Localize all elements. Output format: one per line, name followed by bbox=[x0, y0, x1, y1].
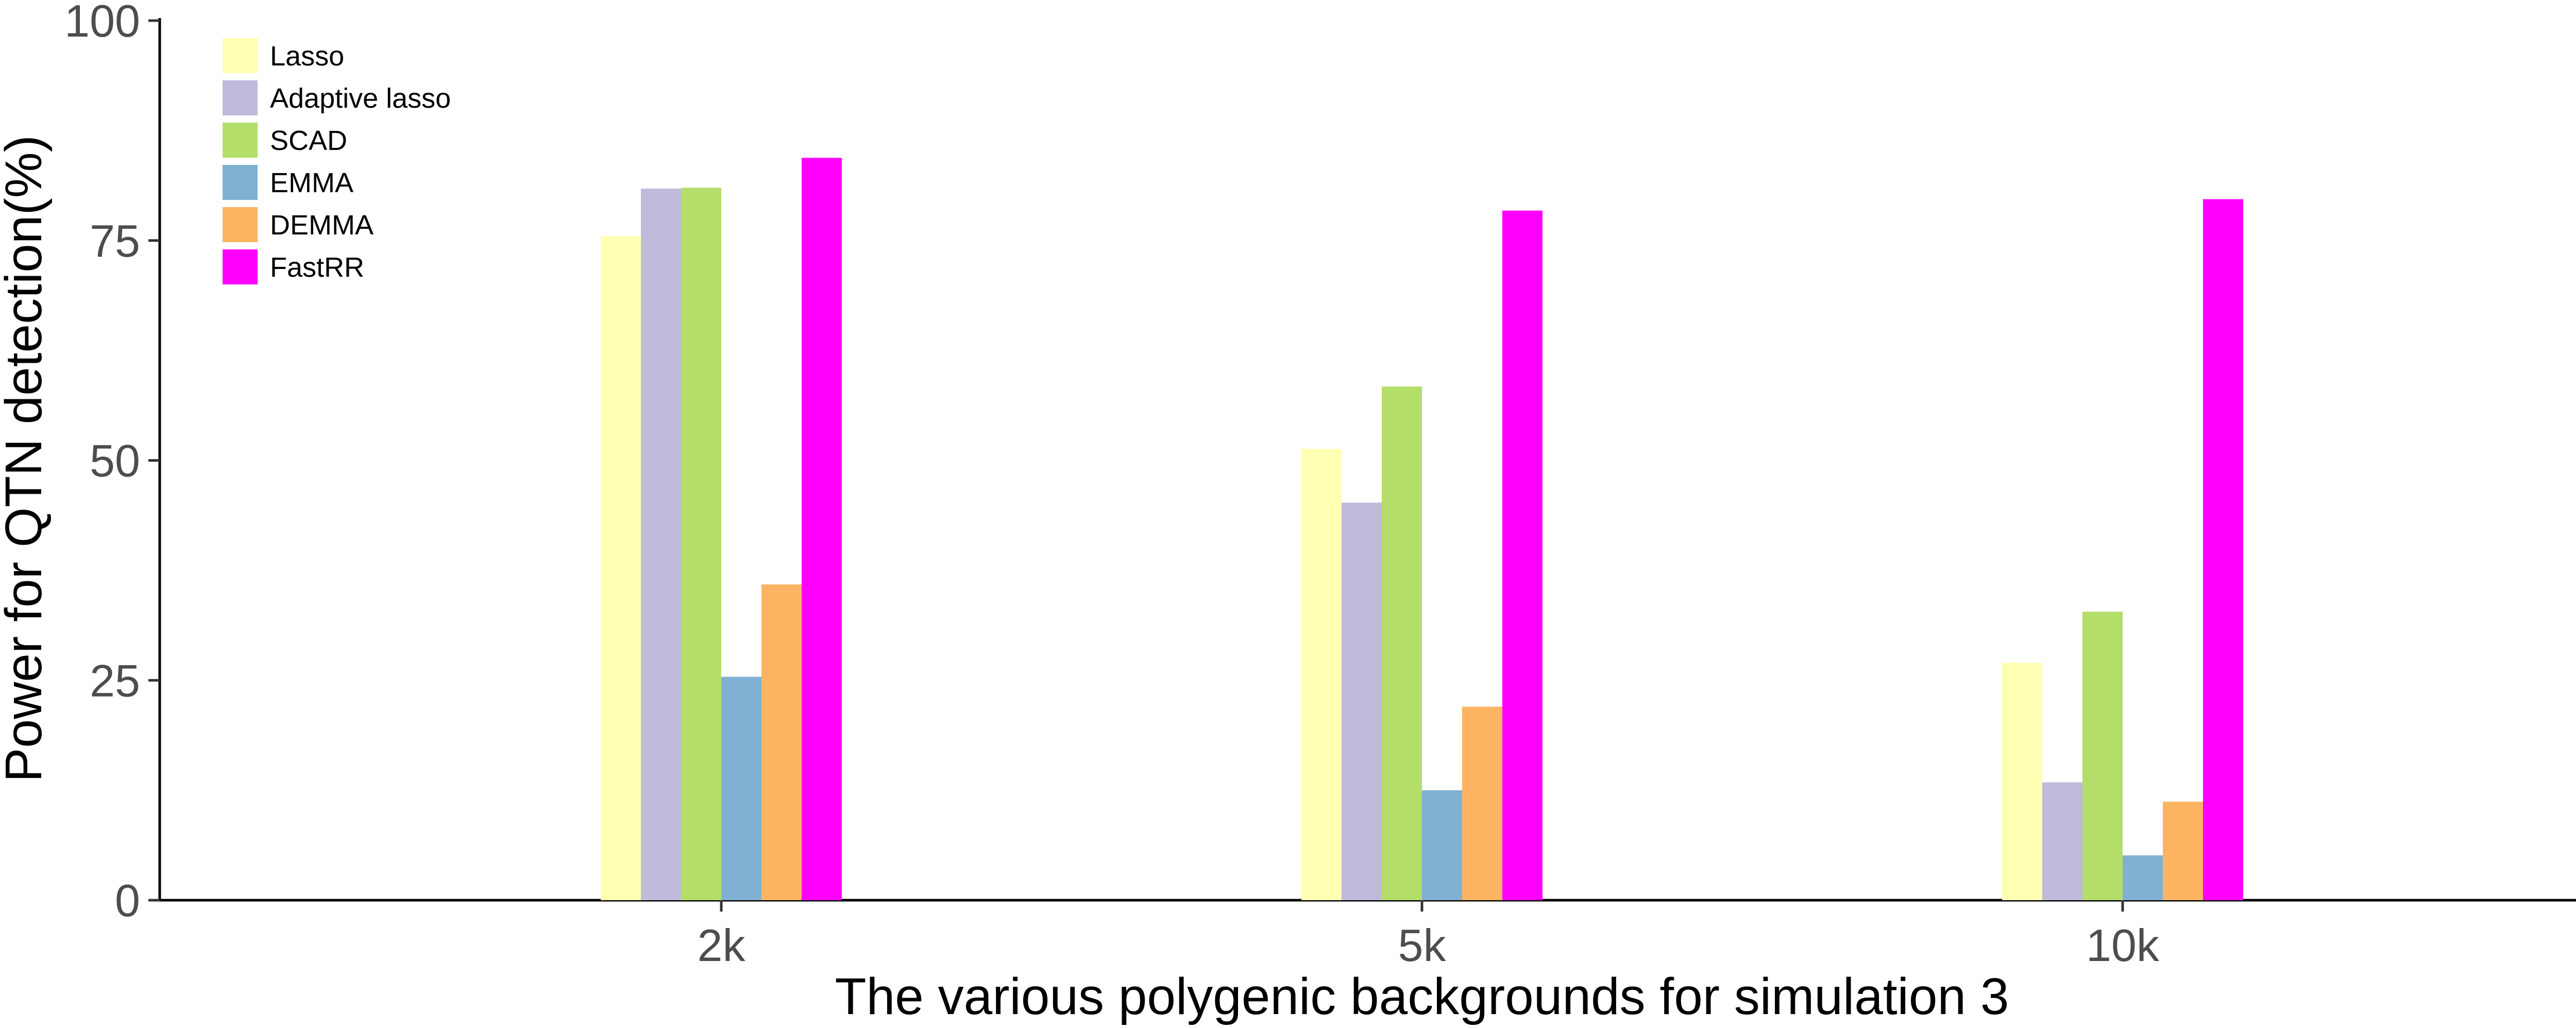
legend-label: EMMA bbox=[270, 167, 353, 198]
x-tick-label: 2k bbox=[698, 920, 746, 971]
legend-swatch bbox=[223, 165, 258, 200]
bar bbox=[802, 158, 842, 900]
bar bbox=[681, 188, 721, 901]
bar bbox=[2123, 855, 2163, 900]
y-tick-label: 0 bbox=[115, 875, 140, 926]
bar bbox=[1462, 706, 1502, 900]
bar bbox=[2163, 801, 2203, 900]
y-tick-label: 75 bbox=[90, 215, 140, 266]
y-axis: 0 25 50 75 100 bbox=[64, 0, 161, 926]
bar bbox=[2203, 199, 2243, 900]
y-tick-label: 25 bbox=[90, 655, 140, 706]
x-axis-title: The various polygenic backgrounds for si… bbox=[835, 968, 2009, 1025]
bar bbox=[2042, 782, 2082, 900]
legend-label: SCAD bbox=[270, 125, 347, 156]
y-tick-label: 100 bbox=[64, 0, 140, 46]
bar bbox=[1301, 449, 1342, 900]
x-tick-label: 10k bbox=[2086, 920, 2160, 971]
bar bbox=[1342, 502, 1382, 900]
legend-label: DEMMA bbox=[270, 210, 374, 241]
legend-swatch bbox=[223, 123, 258, 158]
legend-label: Lasso bbox=[270, 41, 344, 72]
x-axis: 2k 5k 10k bbox=[160, 899, 2576, 971]
bar bbox=[761, 584, 802, 900]
legend-swatch bbox=[223, 249, 258, 284]
bar bbox=[721, 677, 761, 900]
y-tick-label: 50 bbox=[90, 435, 140, 486]
bar bbox=[1502, 210, 1543, 900]
bar bbox=[1422, 790, 1462, 900]
bars bbox=[601, 158, 2243, 901]
legend-swatch bbox=[223, 38, 258, 73]
bar bbox=[601, 236, 641, 901]
bar bbox=[641, 189, 681, 900]
legend-label: FastRR bbox=[270, 252, 364, 283]
legend-swatch bbox=[223, 80, 258, 115]
bar bbox=[1382, 386, 1422, 900]
x-tick-label: 5k bbox=[1398, 920, 1447, 971]
legend: Lasso Adaptive lasso SCAD EMMA DEMMA FastRR bbox=[223, 38, 451, 284]
legend-swatch bbox=[223, 207, 258, 242]
y-axis-title: Power for QTN detection(%) bbox=[0, 135, 53, 782]
bar bbox=[2082, 612, 2123, 900]
legend-label: Adaptive lasso bbox=[270, 83, 451, 114]
bar bbox=[2002, 663, 2042, 900]
